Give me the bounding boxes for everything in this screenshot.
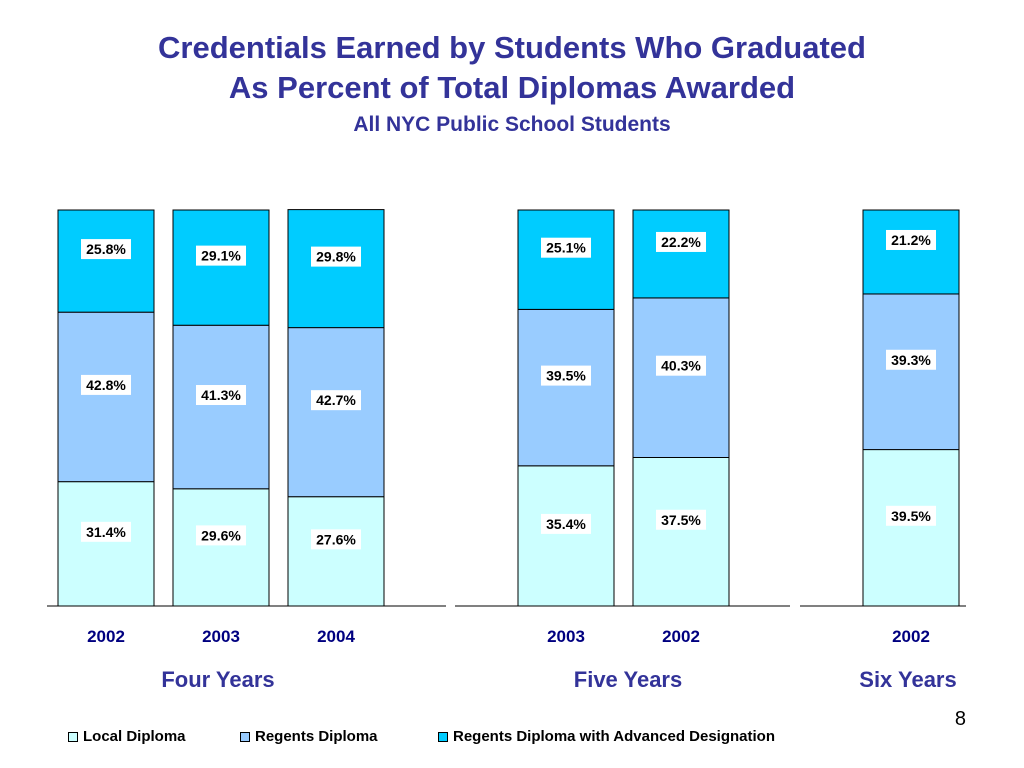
data-label: 21.2% [891,232,931,248]
bar-segment [632,209,730,299]
group-label: Five Years [574,667,682,692]
data-label-box [196,385,246,406]
data-label: 25.8% [86,241,126,257]
bar-segment [517,209,615,310]
data-label: 25.1% [546,240,586,256]
x-tick-label: 2002 [87,627,125,646]
bar-segment [287,496,385,607]
data-label: 35.4% [546,516,586,532]
data-label: 29.8% [316,249,356,265]
chart-subtitle: All NYC Public School Students [353,113,671,136]
bar-segment [57,481,155,607]
bar-segment [172,488,270,607]
group-label: Four Years [161,667,274,692]
legend-swatch-local [68,731,78,742]
data-label-box [541,237,591,258]
bar-segment [862,293,960,451]
bar-segment [862,209,960,295]
bar-segment [287,327,385,498]
legend-label-regents: Regents Diploma [255,728,378,745]
data-label-box [656,355,706,376]
data-label: 29.1% [201,248,241,264]
legend-swatch-regents [240,731,250,742]
data-label-box [886,505,936,526]
data-label-box [886,229,936,250]
legend-swatch-advanced [438,731,448,742]
bar-segment [862,449,960,607]
data-label: 39.3% [891,352,931,368]
bar-segment [172,209,270,326]
x-tick-label: 2003 [202,627,240,646]
chart-title-line-2: As Percent of Total Diplomas Awarded [228,70,796,105]
stacked-bar-chart: 31.4% 42.8% 25.8% 2002 29.6% 41.3% 29.1% 2003 27… [47,209,966,692]
data-label: 42.7% [316,392,356,408]
bar-segment [632,457,730,607]
legend-label-local: Local Diploma [83,728,186,745]
bar-segment [287,209,385,329]
bar-segment [57,209,155,313]
data-label: 39.5% [546,368,586,384]
legend-label-advanced: Regents Diploma with Advanced Designatio… [453,728,775,745]
x-tick-label: 2004 [317,627,355,646]
page-number: 8 [954,708,966,730]
bar-segment [172,324,270,490]
x-tick-label: 2002 [892,627,930,646]
data-label: 39.5% [891,508,931,524]
legend-item-local: Local Diploma [68,728,186,745]
data-label-box [311,246,361,267]
data-label-box [311,529,361,550]
data-label: 37.5% [661,512,701,528]
group-label: Six Years [859,667,956,692]
legend-item-advanced: Regents Diploma with Advanced Designatio… [438,728,775,745]
data-label-box [311,390,361,411]
bar-segment [517,465,615,607]
data-label-box [81,374,131,395]
x-tick-label: 2003 [547,627,585,646]
bar-segment [632,297,730,458]
data-label-box [81,239,131,260]
data-label-box [196,525,246,546]
chart-legend: Local Diploma Regents Diploma Regents Di… [0,728,1024,748]
bar-segment [57,311,155,483]
data-label-box [656,231,706,252]
data-label: 31.4% [86,524,126,540]
x-tick-label: 2002 [662,627,700,646]
data-label: 29.6% [201,527,241,543]
data-label-box [656,509,706,530]
data-label-box [886,349,936,370]
data-label-box [81,521,131,542]
data-label-box [541,513,591,534]
data-label: 27.6% [316,531,356,547]
chart-title-line-1: Credentials Earned by Students Who Gradu… [158,30,866,65]
legend-item-regents: Regents Diploma [240,728,378,745]
data-label-box [196,245,246,266]
data-label: 22.2% [661,234,701,250]
data-label: 40.3% [661,358,701,374]
data-label: 42.8% [86,377,126,393]
data-label-box [541,365,591,386]
data-label: 41.3% [201,387,241,403]
bar-segment [517,308,615,467]
